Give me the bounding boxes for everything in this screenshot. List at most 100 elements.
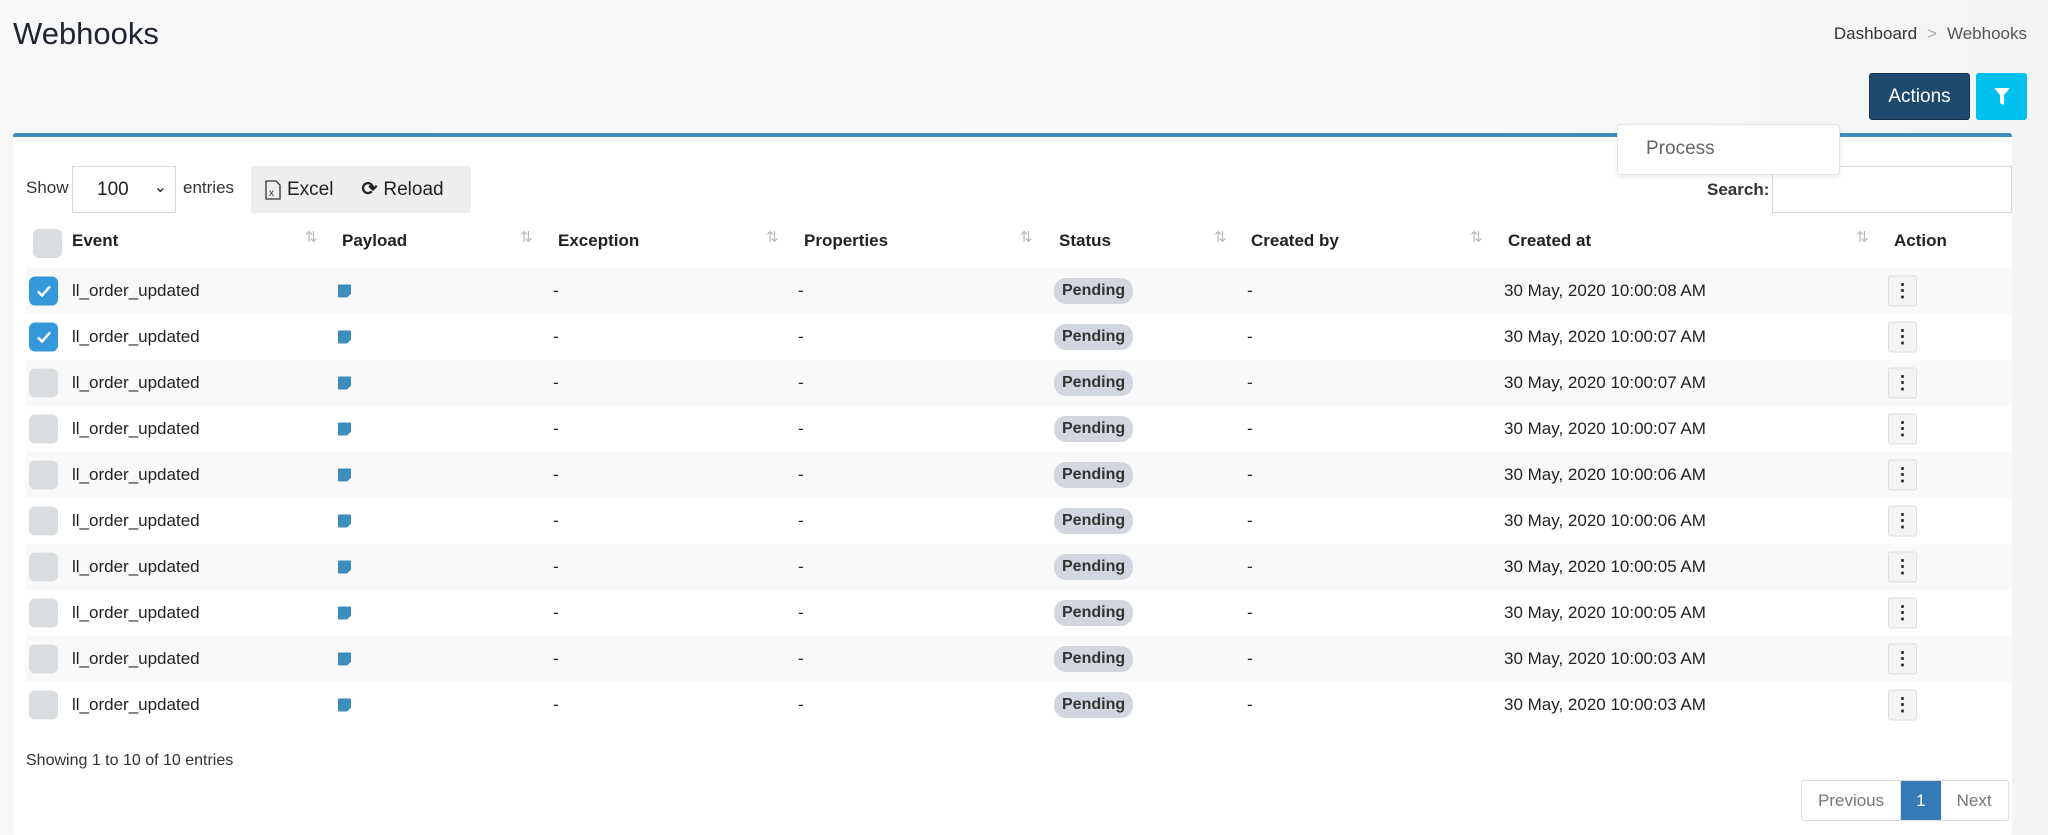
column-header-status[interactable]: Status: [1059, 231, 1111, 250]
actions-menu: Process: [1617, 124, 1840, 175]
created-at-value: 30 May, 2020 10:00:03 AM: [1504, 649, 1706, 668]
payload-icon[interactable]: [338, 330, 351, 344]
breadcrumb-dashboard[interactable]: Dashboard: [1833, 24, 1918, 43]
payload-icon[interactable]: [338, 514, 351, 528]
created-at-value: 30 May, 2020 10:00:03 AM: [1504, 695, 1706, 714]
row-action-button[interactable]: ⋮: [1888, 367, 1917, 399]
payload-icon[interactable]: [338, 468, 351, 482]
reload-label: Reload: [383, 178, 444, 200]
excel-button[interactable]: x Excel: [251, 179, 347, 201]
event-name: ll_order_updated: [72, 511, 200, 530]
event-name: ll_order_updated: [72, 695, 200, 714]
page-1-button[interactable]: 1: [1901, 781, 1941, 820]
column-header-created-by[interactable]: Created by: [1251, 231, 1339, 250]
event-name: ll_order_updated: [72, 603, 200, 622]
payload-icon[interactable]: [338, 606, 351, 620]
created-at-value: 30 May, 2020 10:00:08 AM: [1504, 281, 1706, 300]
row-action-button[interactable]: ⋮: [1888, 321, 1917, 353]
more-vertical-icon: ⋮: [1893, 602, 1912, 623]
select-all-checkbox[interactable]: [33, 229, 62, 258]
sort-icon[interactable]: ⇅: [1470, 229, 1483, 246]
next-button[interactable]: Next: [1956, 790, 1992, 810]
row-checkbox[interactable]: [29, 598, 58, 628]
row-action-button[interactable]: ⋮: [1888, 413, 1917, 445]
created-at-value: 30 May, 2020 10:00:05 AM: [1504, 603, 1706, 622]
row-action-button[interactable]: ⋮: [1888, 597, 1917, 629]
sort-icon[interactable]: ⇅: [305, 229, 318, 246]
row-checkbox[interactable]: [29, 414, 58, 444]
status-badge: Pending: [1054, 462, 1134, 488]
status-badge: Pending: [1054, 508, 1134, 534]
reload-button[interactable]: ⟳ Reload: [347, 178, 457, 201]
row-action-button[interactable]: ⋮: [1888, 643, 1917, 675]
row-action-button[interactable]: ⋮: [1888, 459, 1917, 491]
row-checkbox[interactable]: [29, 506, 58, 536]
event-name: ll_order_updated: [72, 557, 200, 576]
row-checkbox[interactable]: [29, 690, 58, 720]
payload-icon[interactable]: [338, 422, 351, 436]
exception-value: -: [553, 373, 559, 392]
row-action-button[interactable]: ⋮: [1888, 505, 1917, 537]
more-vertical-icon: ⋮: [1893, 418, 1912, 439]
status-badge: Pending: [1054, 416, 1134, 442]
chevron-down-icon: ⌄: [153, 179, 167, 196]
properties-value: -: [798, 557, 804, 576]
sort-icon[interactable]: ⇅: [1020, 229, 1033, 246]
created-at-value: 30 May, 2020 10:00:05 AM: [1504, 557, 1706, 576]
refresh-icon: ⟳: [361, 179, 378, 200]
breadcrumb-webhooks: Webhooks: [1946, 24, 2027, 43]
sort-icon[interactable]: ⇅: [1214, 229, 1227, 246]
created-by-value: -: [1247, 695, 1253, 714]
row-checkbox[interactable]: [29, 276, 58, 306]
payload-icon[interactable]: [338, 698, 351, 712]
check-icon: [36, 285, 51, 297]
more-vertical-icon: ⋮: [1893, 694, 1912, 715]
filter-button[interactable]: [1976, 73, 2027, 120]
exception-value: -: [553, 327, 559, 346]
menu-item-process[interactable]: Process: [1646, 138, 1715, 159]
previous-button[interactable]: Previous: [1802, 781, 1902, 820]
column-header-payload[interactable]: Payload: [342, 231, 408, 250]
properties-value: -: [798, 373, 804, 392]
row-action-button[interactable]: ⋮: [1888, 689, 1917, 721]
status-badge: Pending: [1054, 600, 1134, 626]
payload-icon[interactable]: [338, 284, 351, 298]
row-checkbox[interactable]: [29, 460, 58, 490]
payload-icon[interactable]: [338, 560, 351, 574]
column-header-exception[interactable]: Exception: [558, 231, 640, 250]
column-header-created-at[interactable]: Created at: [1508, 231, 1592, 250]
row-checkbox[interactable]: [29, 368, 58, 398]
table-info: Showing 1 to 10 of 10 entries: [26, 752, 234, 769]
column-header-action[interactable]: Action: [1894, 231, 1947, 250]
column-header-properties[interactable]: Properties: [804, 231, 889, 250]
row-checkbox[interactable]: [29, 644, 58, 674]
event-name: ll_order_updated: [72, 419, 200, 438]
table-row: ll_order_updated - - Pending - 30 May, 2…: [26, 682, 2012, 728]
column-header-event[interactable]: Event: [72, 231, 119, 250]
created-by-value: -: [1247, 649, 1253, 668]
properties-value: -: [798, 603, 804, 622]
row-checkbox[interactable]: [29, 322, 58, 352]
created-by-value: -: [1247, 603, 1253, 622]
exception-value: -: [553, 603, 559, 622]
created-by-value: -: [1247, 465, 1253, 484]
row-checkbox[interactable]: [29, 552, 58, 582]
table-row: ll_order_updated - - Pending - 30 May, 2…: [26, 590, 2012, 636]
actions-button[interactable]: Actions: [1869, 73, 1970, 120]
sort-icon[interactable]: ⇅: [766, 229, 779, 246]
table-row: ll_order_updated - - Pending - 30 May, 2…: [26, 406, 2012, 452]
page-title: Webhooks: [13, 16, 159, 51]
properties-value: -: [798, 327, 804, 346]
status-badge: Pending: [1054, 554, 1134, 580]
sort-icon[interactable]: ⇅: [520, 229, 533, 246]
row-action-button[interactable]: ⋮: [1888, 275, 1917, 307]
created-by-value: -: [1247, 281, 1253, 300]
table-row: ll_order_updated - - Pending - 30 May, 2…: [26, 498, 2012, 544]
entries-select[interactable]: 100 ⌄: [72, 166, 176, 213]
row-action-button[interactable]: ⋮: [1888, 551, 1917, 583]
payload-icon[interactable]: [338, 376, 351, 390]
properties-value: -: [798, 649, 804, 668]
properties-value: -: [798, 419, 804, 438]
payload-icon[interactable]: [338, 652, 351, 666]
sort-icon[interactable]: ⇅: [1856, 229, 1869, 246]
